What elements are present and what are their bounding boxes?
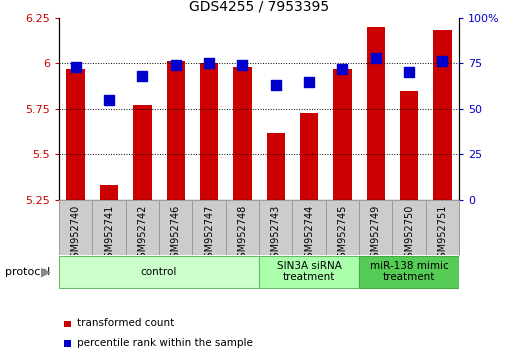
- Bar: [400, 91, 418, 200]
- Text: GSM952748: GSM952748: [238, 204, 247, 264]
- Bar: [433, 30, 451, 200]
- Bar: [292, 200, 326, 255]
- Bar: [159, 200, 192, 255]
- Text: GSM952742: GSM952742: [137, 204, 147, 264]
- Point: [238, 62, 246, 68]
- Text: transformed count: transformed count: [77, 318, 174, 328]
- Bar: [359, 256, 459, 288]
- Bar: [59, 200, 92, 255]
- Bar: [333, 69, 351, 200]
- Text: SIN3A siRNA
treatment: SIN3A siRNA treatment: [277, 261, 342, 282]
- Bar: [226, 200, 259, 255]
- Bar: [126, 200, 159, 255]
- Text: miR-138 mimic
treatment: miR-138 mimic treatment: [370, 261, 448, 282]
- Point: [105, 97, 113, 103]
- Text: GSM952749: GSM952749: [371, 204, 381, 264]
- Bar: [426, 200, 459, 255]
- Text: GSM952744: GSM952744: [304, 204, 314, 264]
- Text: ▶: ▶: [42, 265, 51, 278]
- Bar: [59, 256, 259, 288]
- Bar: [392, 200, 426, 255]
- Point: [71, 64, 80, 70]
- Bar: [267, 132, 285, 200]
- Text: GSM952751: GSM952751: [438, 204, 447, 264]
- Bar: [367, 27, 385, 200]
- Text: GSM952746: GSM952746: [171, 204, 181, 264]
- Point: [205, 61, 213, 66]
- Bar: [259, 256, 359, 288]
- Bar: [67, 69, 85, 200]
- Text: GSM952747: GSM952747: [204, 204, 214, 264]
- Point: [138, 73, 146, 79]
- Text: protocol: protocol: [5, 267, 50, 277]
- Bar: [100, 185, 118, 200]
- Point: [338, 66, 346, 72]
- Bar: [133, 105, 151, 200]
- Text: GSM952745: GSM952745: [338, 204, 347, 264]
- Bar: [233, 67, 251, 200]
- Title: GDS4255 / 7953395: GDS4255 / 7953395: [189, 0, 329, 14]
- Point: [271, 82, 280, 88]
- Text: GSM952741: GSM952741: [104, 204, 114, 264]
- Point: [305, 79, 313, 84]
- Point: [405, 69, 413, 75]
- Bar: [167, 62, 185, 200]
- Text: GSM952743: GSM952743: [271, 204, 281, 264]
- Text: control: control: [141, 267, 177, 277]
- Bar: [259, 200, 292, 255]
- Text: GSM952750: GSM952750: [404, 204, 414, 264]
- Point: [171, 62, 180, 68]
- Bar: [359, 200, 392, 255]
- Bar: [192, 200, 226, 255]
- Bar: [326, 200, 359, 255]
- Point: [371, 55, 380, 61]
- Bar: [92, 200, 126, 255]
- Bar: [300, 113, 318, 200]
- Point: [438, 59, 446, 64]
- Text: percentile rank within the sample: percentile rank within the sample: [77, 338, 253, 348]
- Text: GSM952740: GSM952740: [71, 204, 81, 264]
- Bar: [200, 63, 218, 200]
